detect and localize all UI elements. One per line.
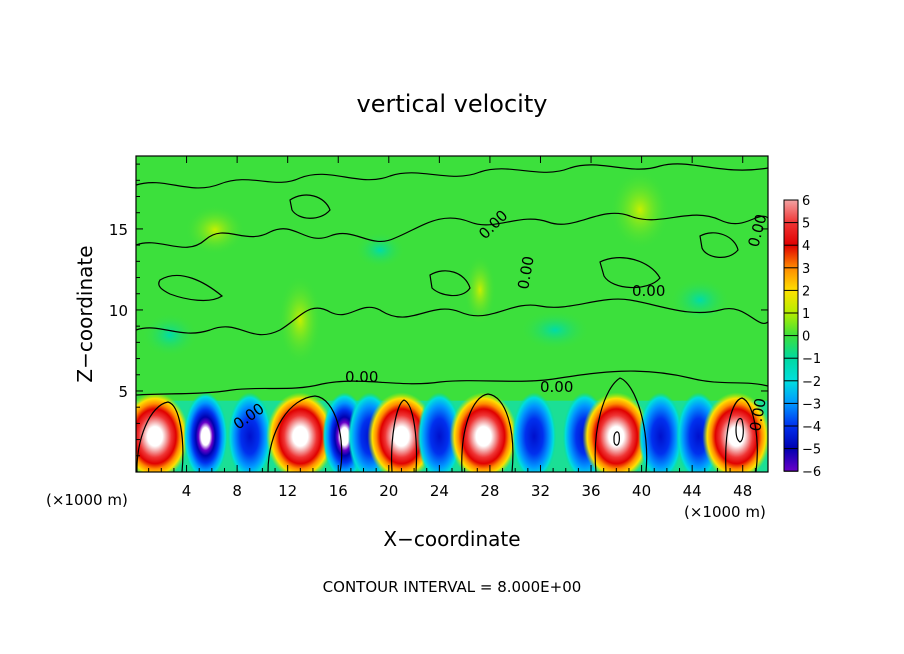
x-tick-label: 28: [480, 482, 499, 500]
colorbar: 6 5 4 3 2 1 0 −1 −2 −3 −4 −5 −6: [783, 194, 821, 480]
x-tick-label: 12: [278, 482, 297, 500]
texture-patch: [610, 170, 670, 250]
velocity-cell: [449, 392, 518, 472]
contour-line: [725, 397, 758, 472]
texture-patch: [520, 310, 590, 350]
zero-contours: [136, 163, 768, 472]
chart-title: vertical velocity: [357, 90, 548, 118]
contour-label: 0.00: [746, 397, 770, 433]
contour-interval-note: CONTOUR INTERVAL = 8.000E+00: [323, 578, 582, 596]
contour-label: 0.00: [632, 282, 665, 300]
texture-patch: [670, 278, 730, 322]
y-tick-label: 15: [109, 221, 128, 239]
x-tick-label: 44: [683, 482, 702, 500]
contour-label: 0.00: [540, 378, 573, 396]
colorbar-label: 2: [802, 284, 810, 299]
contour-line: [429, 270, 471, 297]
colorbar-segment: [784, 403, 798, 426]
colorbar-segment: [784, 290, 798, 313]
field-texture: [142, 170, 730, 365]
contour-line: [136, 370, 768, 396]
contour-line: [391, 399, 418, 472]
velocity-cell: [512, 392, 557, 472]
contour-line: [136, 298, 768, 336]
velocity-cell: [183, 392, 228, 472]
y-tick-label: 10: [109, 302, 128, 320]
colorbar-label: −6: [802, 465, 821, 480]
colorbar-label: 4: [802, 239, 810, 254]
colorbar-segment: [784, 222, 798, 246]
colorbar-label: 3: [802, 262, 810, 277]
colorbar-segment: [784, 380, 798, 404]
contour-line: [735, 417, 744, 443]
y-tick-label: 5: [118, 383, 128, 401]
colorbar-segment: [784, 335, 798, 359]
x-axis: 4 8 12 16 20 24 28 32 36 40 44 48: [148, 156, 756, 500]
colorbar-segment: [784, 426, 798, 449]
colorbar-segment: [784, 313, 798, 336]
x-tick-label: 4: [182, 482, 192, 500]
texture-patch: [142, 313, 198, 357]
x-tick-label: 8: [232, 482, 242, 500]
y-axis-label: Z−coordinate: [73, 245, 97, 382]
x-unit-left: (×1000 m): [46, 491, 128, 509]
contour-line: [158, 274, 224, 302]
contour-line: [289, 194, 331, 219]
texture-patch: [355, 232, 405, 268]
contour-label: 0.00: [514, 255, 538, 291]
colorbar-label: 5: [802, 217, 810, 232]
x-unit-right: (×1000 m): [684, 503, 766, 521]
contour-line: [599, 257, 661, 289]
velocity-cells: [136, 392, 768, 472]
velocity-cell: [417, 392, 462, 472]
y-axis: 5 10 15: [109, 163, 768, 457]
velocity-cell: [227, 392, 272, 472]
texture-patch: [464, 255, 496, 325]
contour-label: 0.00: [345, 368, 378, 386]
colorbar-label: −1: [802, 352, 821, 367]
contour-line: [136, 212, 768, 248]
colorbar-segment: [784, 267, 798, 291]
velocity-cell: [266, 392, 335, 472]
colorbar-label: −2: [802, 375, 821, 390]
colorbar-segment: [784, 245, 798, 268]
contour-line: [613, 431, 620, 446]
colorbar-segment: [784, 448, 798, 472]
colorbar-segment: [784, 358, 798, 381]
colorbar-label: 1: [802, 307, 810, 322]
texture-patch: [185, 205, 245, 255]
contour-line: [267, 395, 343, 472]
texture-patch: [278, 275, 322, 365]
x-tick-label: 48: [733, 482, 752, 500]
contour-line: [136, 163, 768, 189]
velocity-cell: [638, 392, 683, 472]
plot-area: [136, 156, 768, 472]
x-tick-label: 24: [430, 482, 449, 500]
contour-line: [594, 377, 648, 472]
colorbar-label: −3: [802, 397, 821, 412]
contour-line: [699, 232, 739, 258]
colorbar-label: −4: [802, 420, 821, 435]
colorbar-label: 0: [802, 330, 810, 345]
x-tick-label: 20: [379, 482, 398, 500]
x-tick-label: 16: [329, 482, 348, 500]
x-axis-label: X−coordinate: [383, 527, 520, 551]
contour-line: [461, 393, 514, 472]
x-tick-label: 40: [632, 482, 651, 500]
x-tick-label: 32: [531, 482, 550, 500]
contour-line: [136, 401, 184, 472]
colorbar-segment: [784, 200, 798, 223]
velocity-cell: [367, 392, 436, 472]
colorbar-label: 6: [802, 194, 810, 209]
x-tick-label: 36: [581, 482, 600, 500]
velocity-cell: [136, 392, 189, 472]
colorbar-label: −5: [802, 443, 821, 458]
